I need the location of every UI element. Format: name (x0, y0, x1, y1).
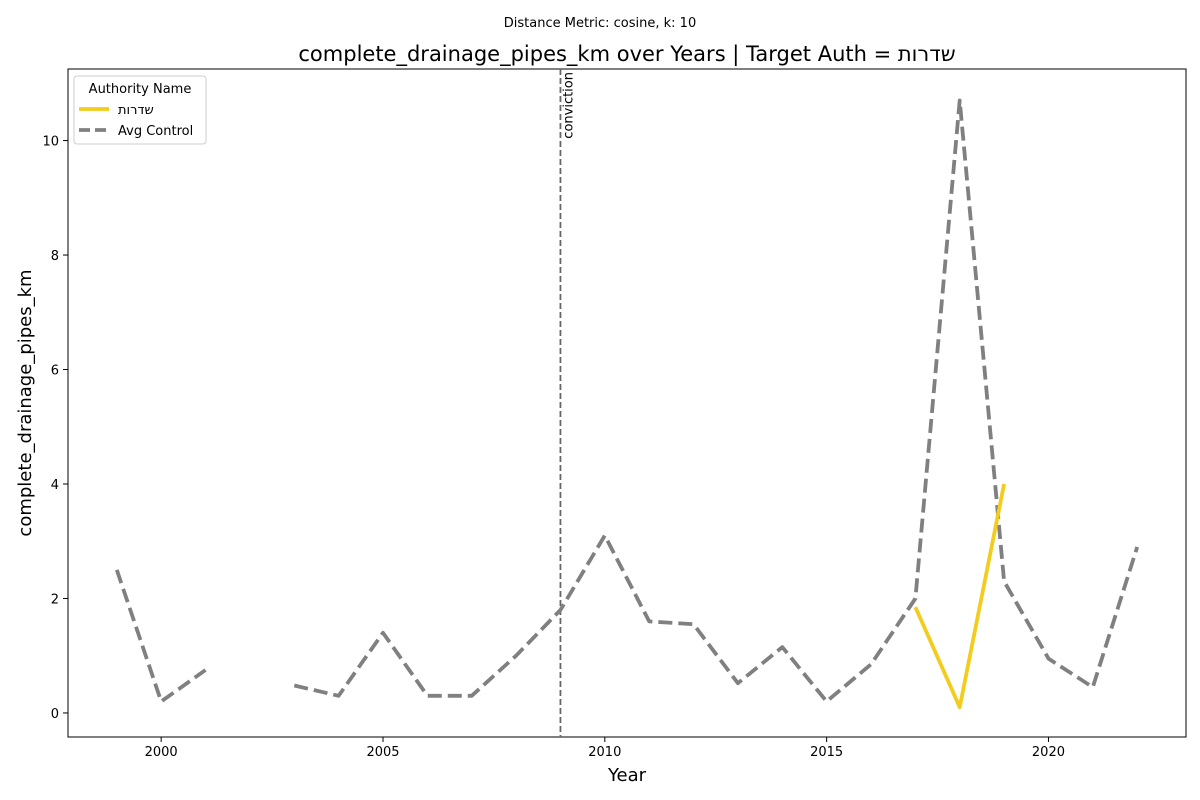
x-tick-label: 2005 (366, 745, 399, 760)
y-tick-label: 6 (51, 364, 59, 379)
annotations: conviction (559, 69, 576, 737)
chart-suptitle: Distance Metric: cosine, k: 10 (504, 16, 696, 31)
y-tick-label: 0 (51, 707, 59, 722)
plot-frame (67, 68, 1187, 738)
series-line-target (913, 483, 1006, 710)
legend-entry-label: Avg Control (118, 124, 193, 139)
x-axis-label: Year (607, 765, 647, 786)
x-tick-label: 2015 (810, 745, 843, 760)
series-group (114, 98, 1140, 710)
y-tick-label: 4 (51, 478, 59, 493)
legend-box (73, 75, 207, 145)
x-tick-label: 2010 (588, 745, 621, 760)
y-tick-label: 10 (42, 135, 59, 150)
y-axis-ticks: 0 2 4 6 8 10 (42, 135, 68, 722)
y-axis-label: complete_drainage_pipes_km (15, 269, 36, 536)
x-tick-label: 2000 (145, 745, 178, 760)
x-axis-ticks: 2000 2005 2010 2015 2020 (145, 737, 1065, 760)
legend-title: Authority Name (89, 82, 192, 97)
annotation-label: conviction (561, 72, 576, 139)
series-line-avg-control (114, 98, 1140, 704)
legend-entry-label: שדרות (118, 103, 154, 118)
y-tick-label: 2 (51, 592, 59, 607)
y-tick-label: 8 (51, 249, 59, 264)
x-tick-label: 2020 (1032, 745, 1065, 760)
legend: Authority Name שדרות Avg Control (73, 75, 207, 145)
chart-title: complete_drainage_pipes_km over Years | … (298, 42, 955, 67)
